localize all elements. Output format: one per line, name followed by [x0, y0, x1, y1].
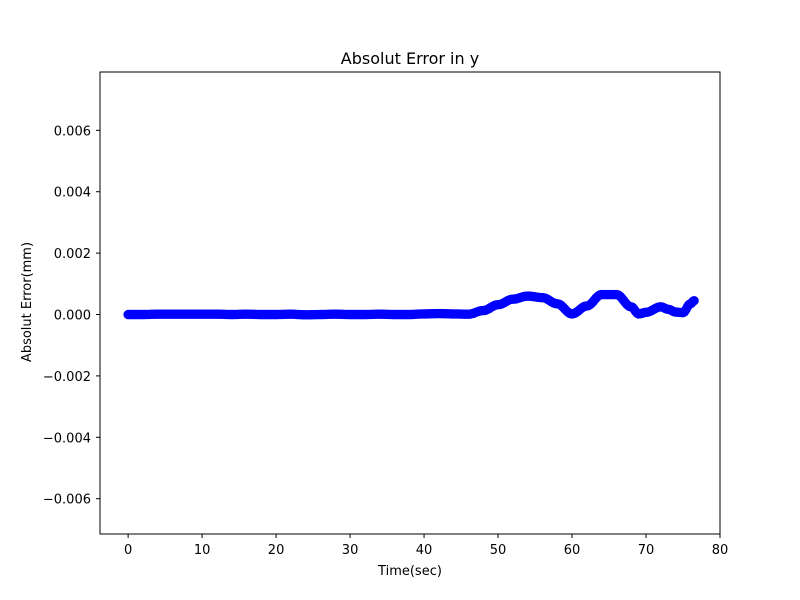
y-tick-label: −0.006 — [43, 493, 91, 508]
x-tick-label: 40 — [416, 543, 433, 558]
x-tick-label: 10 — [194, 543, 211, 558]
y-axis-label: Absolut Error(mm) — [20, 242, 35, 362]
plot-frame — [99, 71, 721, 535]
y-tick-label: −0.002 — [43, 370, 91, 385]
x-tick-label: 50 — [490, 543, 507, 558]
x-tick-label: 0 — [124, 543, 132, 558]
data-points — [123, 289, 699, 320]
x-tick-label: 30 — [342, 543, 359, 558]
y-tick-label: 0.004 — [54, 186, 91, 201]
x-tick-label: 20 — [268, 543, 285, 558]
x-tick-label: 80 — [712, 543, 729, 558]
y-tick-label: 0.006 — [54, 124, 91, 139]
x-axis-label: Time(sec) — [377, 564, 442, 579]
chart-title: Absolut Error in y — [341, 49, 479, 68]
y-axis-ticks: −0.006 −0.004 −0.002 0.000 0.002 0.004 0.006 — [43, 124, 100, 508]
x-axis-ticks: 0 10 20 30 40 50 60 70 80 — [124, 534, 728, 558]
y-tick-label: −0.004 — [43, 431, 91, 446]
x-tick-label: 60 — [564, 543, 581, 558]
y-tick-label: 0.002 — [54, 247, 91, 262]
y-tick-label: 0.000 — [54, 309, 91, 324]
data-point — [689, 295, 699, 306]
x-tick-label: 70 — [638, 543, 655, 558]
